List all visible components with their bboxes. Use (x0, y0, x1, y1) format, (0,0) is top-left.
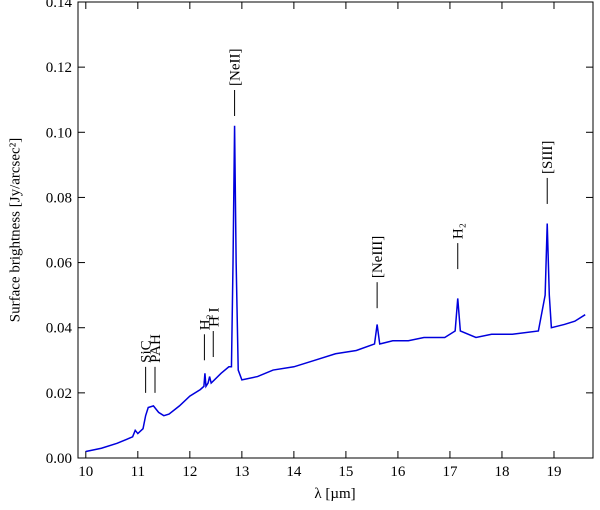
x-tick-label: 10 (78, 464, 93, 480)
y-tick-label: 0.12 (46, 60, 72, 76)
annotation-label: H I (206, 307, 222, 327)
annotation-label: H₂ (197, 314, 213, 330)
y-tick-label: 0.00 (46, 451, 72, 467)
annotation-label: SiC (139, 340, 155, 363)
y-tick-label: 0.14 (46, 0, 73, 11)
annotation-label: [SIII] (540, 141, 556, 174)
annotation-label: [NeII] (228, 49, 244, 86)
x-tick-label: 14 (286, 464, 302, 480)
y-tick-label: 0.04 (46, 321, 73, 337)
y-axis-label: Surface brightness [Jy/arcsec²] (7, 138, 23, 322)
x-tick-label: 19 (546, 464, 561, 480)
x-tick-label: 15 (338, 464, 353, 480)
x-tick-label: 18 (494, 464, 509, 480)
x-axis-label: λ [µm] (314, 486, 355, 502)
x-tick-label: 16 (390, 464, 406, 480)
y-tick-label: 0.02 (46, 386, 72, 402)
x-tick-label: 11 (131, 464, 145, 480)
y-tick-label: 0.10 (46, 125, 72, 141)
y-tick-label: 0.08 (46, 190, 72, 206)
plot-frame (77, 1, 594, 459)
annotation-label: H₂ (451, 223, 467, 239)
annotation-label: PAH (148, 334, 164, 363)
x-tick-label: 17 (442, 464, 458, 480)
spectrum-line (85, 125, 586, 453)
x-tick-label: 12 (182, 464, 197, 480)
x-tick-label: 13 (234, 464, 249, 480)
y-tick-label: 0.06 (46, 256, 73, 272)
annotation-label: [NeIII] (370, 236, 386, 278)
